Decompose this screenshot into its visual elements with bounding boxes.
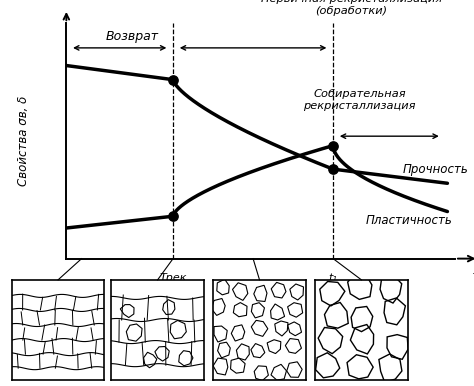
Text: t, °C: t, °C — [473, 270, 474, 283]
Point — [169, 76, 177, 83]
Point — [329, 166, 337, 172]
Text: Tрек: Tрек — [159, 273, 187, 283]
Text: Прочность: Прочность — [402, 163, 468, 176]
Text: Свойства σв, δ: Свойства σв, δ — [17, 96, 30, 186]
Point — [169, 213, 177, 219]
Text: Возврат: Возврат — [105, 30, 158, 43]
Text: Пластичность: Пластичность — [365, 214, 452, 227]
Text: Собирательная
рекристаллизация: Собирательная рекристаллизация — [303, 89, 416, 111]
Text: t₁: t₁ — [328, 273, 337, 283]
Text: Первичная рекристаллизация
(обработки): Первичная рекристаллизация (обработки) — [261, 0, 442, 16]
Point — [329, 142, 337, 149]
